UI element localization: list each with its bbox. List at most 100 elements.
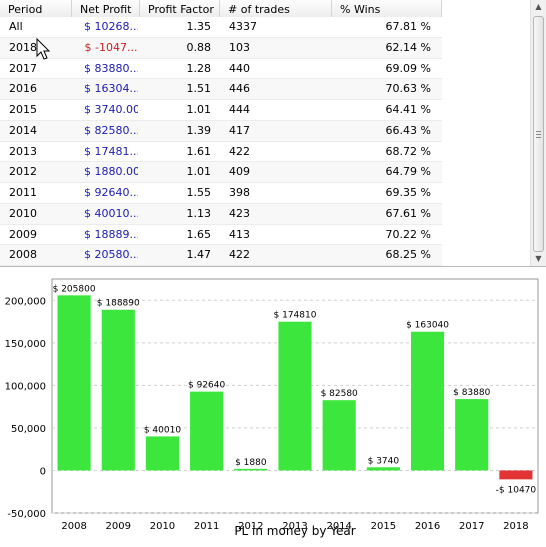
cell-profit-factor: 1.39 — [186, 123, 212, 137]
y-tick-label: 50,000 — [11, 424, 46, 435]
cell-net-profit: $ 83880... — [84, 61, 138, 75]
column-header-net-profit[interactable]: Net Profit — [72, 0, 140, 19]
cell-trades: 422 — [229, 144, 250, 158]
table-row[interactable]: 2008 $ 20580... 1.47 422 68.25 % — [0, 245, 442, 266]
table-row[interactable]: 2009 $ 18889... 1.65 413 70.22 % — [0, 224, 442, 246]
table-row[interactable]: 2012 $ 1880.00 1.01 409 64.79 % — [0, 162, 442, 183]
x-axis-label: PL in money by Year — [234, 524, 356, 538]
cell-period: 2008 — [9, 248, 37, 262]
cell-period: 2009 — [9, 227, 37, 241]
x-tick-label-2015: 2015 — [371, 521, 396, 532]
table-header: Period Net Profit Profit Factor # of tra… — [0, 0, 442, 20]
x-tick-label-2008: 2008 — [61, 521, 86, 532]
cell-trades: 444 — [229, 103, 250, 116]
data-label-2015: $ 3740 — [368, 456, 400, 466]
cell-wins: 68.72 % — [385, 144, 431, 158]
cell-profit-factor: 1.61 — [186, 144, 212, 158]
cell-period: 2010 — [9, 206, 37, 220]
column-header-trades[interactable]: # of trades — [220, 0, 332, 19]
scroll-up-icon[interactable]: ▲ — [535, 2, 542, 11]
data-label-2009: $ 188890 — [97, 299, 140, 309]
data-label-2016: $ 163040 — [406, 321, 449, 331]
cell-profit-factor: 1.01 — [186, 165, 212, 179]
x-tick-label-2011: 2011 — [194, 521, 219, 532]
table-row[interactable]: 2014 $ 82580... 1.39 417 66.43 % — [0, 120, 442, 142]
cell-profit-factor: 1.01 — [186, 103, 212, 116]
table-row[interactable]: 2010 $ 40010... 1.13 423 67.61 % — [0, 203, 442, 225]
cell-wins: 69.35 % — [385, 186, 431, 199]
cell-net-profit: $ 17481... — [84, 144, 138, 158]
cell-wins: 70.63 % — [385, 82, 431, 96]
cell-trades: 417 — [229, 123, 250, 137]
x-tick-label-2010: 2010 — [150, 521, 175, 532]
data-label-2008: $ 205800 — [53, 284, 96, 294]
cell-trades: 422 — [229, 248, 250, 262]
bar-2014 — [322, 400, 356, 471]
cell-net-profit: $ -1047... — [84, 40, 138, 54]
cell-net-profit: $ 3740.00 — [84, 103, 138, 116]
cell-period: 2011 — [9, 186, 37, 199]
column-header-profit-factor[interactable]: Profit Factor — [140, 0, 220, 19]
y-tick-label: 200,000 — [5, 296, 46, 307]
table-row[interactable]: 2016 $ 16304... 1.51 446 70.63 % — [0, 79, 442, 100]
column-header-wins[interactable]: % Wins — [332, 0, 442, 19]
cell-wins: 67.81 % — [385, 20, 431, 33]
x-tick-label-2013: 2013 — [282, 521, 307, 532]
x-tick-label-2017: 2017 — [459, 521, 484, 532]
cell-net-profit: $ 92640... — [84, 186, 138, 199]
data-label-2011: $ 92640 — [188, 381, 225, 391]
cell-profit-factor: 1.13 — [186, 206, 212, 220]
bar-2016 — [410, 331, 445, 471]
cell-wins: 68.25 % — [385, 248, 431, 262]
bar-2011 — [190, 391, 224, 471]
cell-wins: 70.22 % — [385, 227, 431, 241]
bar-2015 — [366, 467, 400, 471]
table-row[interactable]: 2013 $ 17481... 1.61 422 68.72 % — [0, 141, 442, 163]
cell-profit-factor: 1.51 — [186, 82, 212, 96]
cell-net-profit: $ 10268... — [84, 20, 138, 33]
bar-2009 — [101, 309, 135, 471]
cell-trades: 423 — [229, 206, 250, 220]
cell-trades: 413 — [229, 227, 250, 241]
cell-period: 2015 — [9, 103, 37, 116]
data-label-2010: $ 40010 — [144, 425, 181, 435]
cell-net-profit: $ 20580... — [84, 248, 138, 262]
cell-profit-factor: 1.65 — [186, 227, 212, 241]
table-row[interactable]: 2015 $ 3740.00 1.01 444 64.41 % — [0, 100, 442, 121]
bar-2017 — [455, 399, 489, 471]
y-tick-label: 150,000 — [5, 339, 46, 350]
bar-2013 — [278, 321, 312, 471]
y-tick-label: 0 — [40, 466, 46, 477]
cell-period: All — [9, 20, 23, 33]
scrollbar-thumb[interactable] — [533, 16, 544, 252]
data-label-2017: $ 83880 — [453, 388, 490, 398]
bar-2010 — [145, 436, 180, 471]
data-label-2013: $ 174810 — [274, 311, 317, 321]
cell-net-profit: $ 18889... — [84, 227, 138, 241]
cell-period: 2014 — [9, 123, 37, 137]
cell-net-profit: $ 40010... — [84, 206, 138, 220]
table-row[interactable]: 2011 $ 92640... 1.55 398 69.35 % — [0, 183, 442, 204]
bar-2018 — [499, 470, 533, 480]
column-header-period[interactable]: Period — [0, 0, 72, 19]
table-row[interactable]: All $ 10268... 1.35 4337 67.81 % — [0, 17, 442, 38]
table-row[interactable]: 2017 $ 83880... 1.28 440 69.09 % — [0, 58, 442, 80]
x-tick-label-2014: 2014 — [326, 521, 351, 532]
pl-by-year-chart-panel: 200,000 150,000 100,000 50,000 0 -50,000 $ 205… — [0, 267, 546, 547]
scroll-down-icon[interactable]: ▼ — [535, 254, 542, 263]
table-row[interactable]: 2018 $ -1047... 0.88 103 62.14 % — [0, 37, 442, 59]
vertical-scrollbar[interactable]: ▲ ▼ — [530, 0, 546, 266]
cell-profit-factor: 1.35 — [186, 20, 212, 33]
cell-wins: 62.14 % — [385, 40, 431, 54]
bar-2008 — [57, 295, 91, 471]
results-grid: Period Net Profit Profit Factor # of tra… — [0, 0, 442, 266]
cell-trades: 409 — [229, 165, 250, 179]
cell-wins: 64.41 % — [385, 103, 431, 116]
x-tick-label-2012: 2012 — [238, 521, 263, 532]
x-tick-label-2016: 2016 — [415, 521, 440, 532]
data-label-2018: -$ 10470 — [496, 485, 537, 495]
pl-by-year-chart: 200,000 150,000 100,000 50,000 0 -50,000 $ 205… — [5, 278, 539, 532]
cell-profit-factor: 1.47 — [186, 248, 212, 262]
x-tick-label-2009: 2009 — [106, 521, 131, 532]
cell-profit-factor: 1.55 — [186, 186, 212, 199]
